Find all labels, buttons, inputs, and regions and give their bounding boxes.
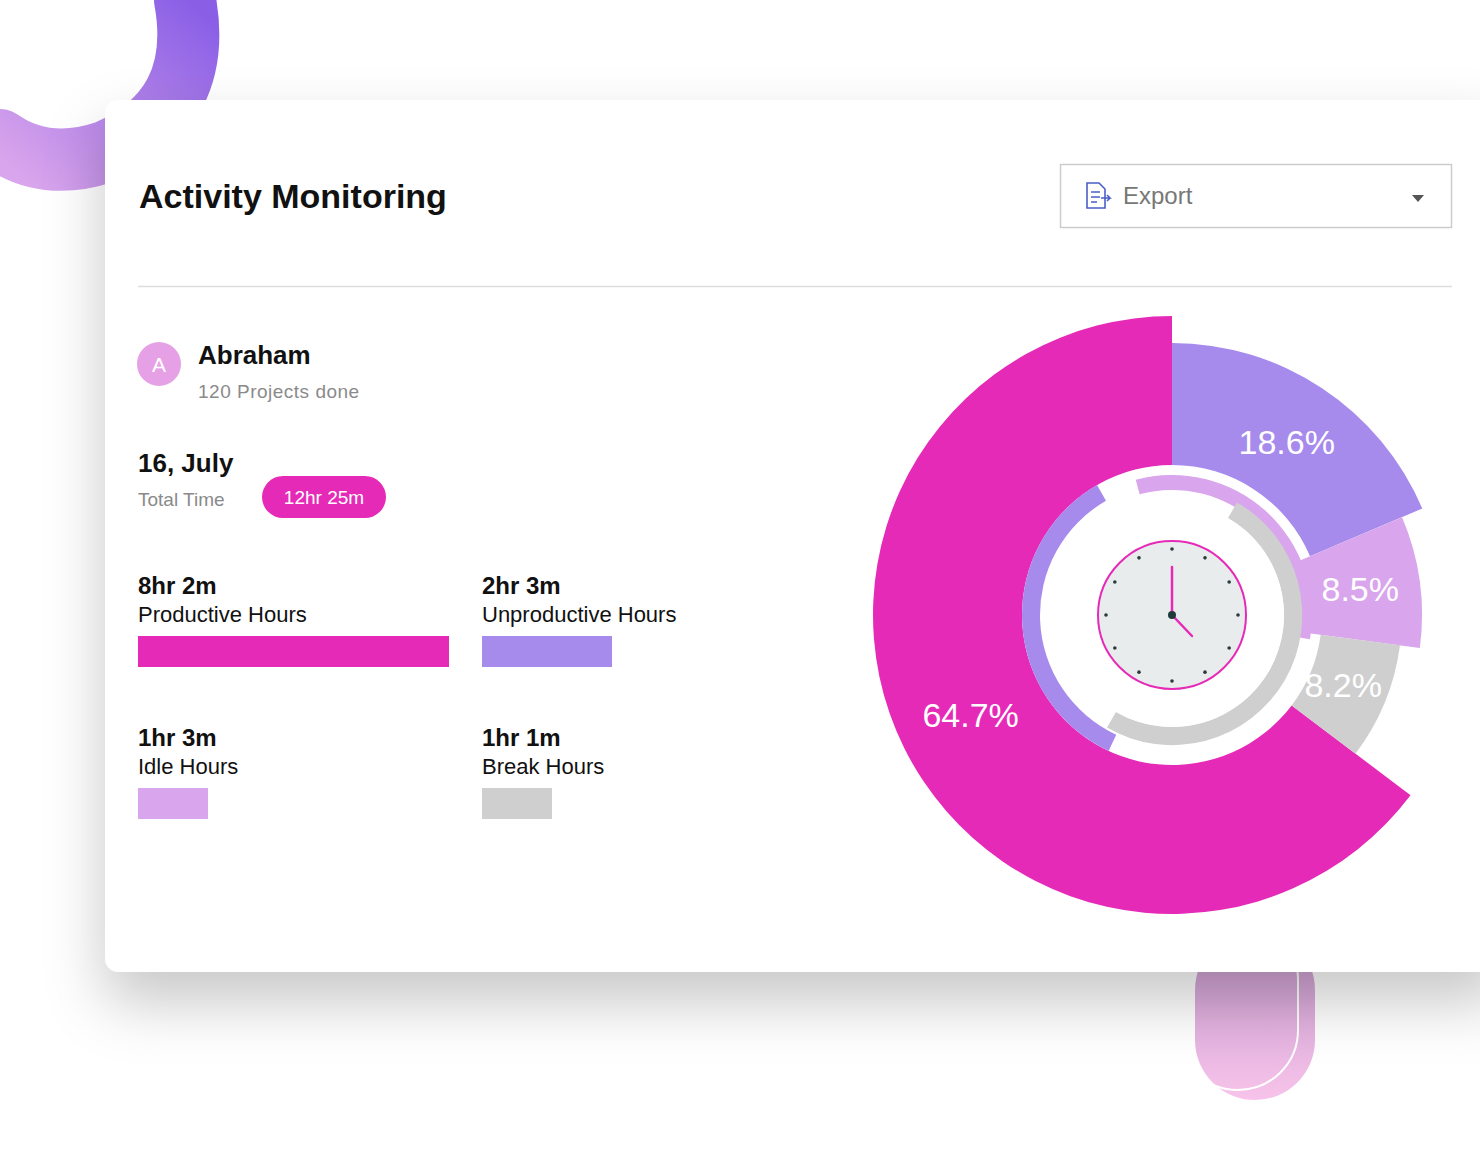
legend-label: Idle Hours — [138, 754, 238, 779]
user-name: Abraham — [198, 340, 311, 370]
clock-dot — [1170, 547, 1174, 551]
legend-label: Break Hours — [482, 754, 604, 779]
legend-duration: 1hr 3m — [138, 724, 217, 751]
data-label: 64.7% — [922, 696, 1018, 734]
legend-swatch — [482, 788, 552, 819]
clock-dot — [1137, 556, 1141, 560]
date: 16, July — [138, 448, 234, 478]
clock-dot — [1203, 670, 1207, 674]
clock-dot — [1236, 613, 1240, 617]
export-dropdown[interactable]: Export — [1061, 165, 1452, 228]
export-box[interactable] — [1061, 165, 1452, 228]
clock-dot — [1170, 679, 1174, 683]
pie-slice — [1292, 635, 1400, 754]
legend-label: Unproductive Hours — [482, 602, 676, 627]
avatar-initial: A — [152, 353, 166, 376]
divider — [138, 286, 1452, 288]
clock-dot — [1227, 646, 1231, 650]
data-label: 8.2% — [1304, 666, 1382, 704]
clock-hand — [1172, 615, 1192, 636]
inner-disc — [1060, 503, 1284, 727]
user-subtitle: 120 Projects done — [198, 381, 360, 402]
legend-duration: 8hr 2m — [138, 572, 217, 599]
clock-center — [1168, 611, 1176, 619]
data-label: 18.6% — [1239, 423, 1335, 461]
clock-dot — [1227, 580, 1231, 584]
legend-swatch — [138, 788, 208, 819]
clock-dot — [1137, 670, 1141, 674]
clock-dot — [1203, 556, 1207, 560]
clock-dot — [1104, 613, 1108, 617]
pie-chart: 64.7% 18.6% 8.5% 8.2% — [873, 316, 1422, 914]
clock-dot — [1113, 646, 1117, 650]
legend-label: Productive Hours — [138, 602, 307, 627]
legend-swatch — [138, 636, 449, 667]
legend-item: 2hr 3m Unproductive Hours — [482, 572, 676, 667]
legend-item: 1hr 1m Break Hours — [482, 724, 604, 819]
export-caret[interactable] — [1412, 195, 1424, 202]
clock-face — [1098, 541, 1246, 689]
legend-duration: 1hr 1m — [482, 724, 561, 751]
clock-hand — [1171, 567, 1174, 615]
clock-dot — [1113, 580, 1117, 584]
legend-duration: 2hr 3m — [482, 572, 561, 599]
legend-item: 1hr 3m Idle Hours — [138, 724, 238, 819]
export-icon[interactable] — [1087, 183, 1110, 208]
total-pill — [262, 476, 386, 518]
avatar — [137, 342, 181, 386]
clock-icon — [1098, 541, 1246, 689]
card — [105, 100, 1480, 972]
legend-item: 8hr 2m Productive Hours — [138, 572, 449, 667]
legend-swatch — [482, 636, 612, 667]
total-value: 12hr 25m — [284, 487, 364, 508]
card-title: Activity Monitoring — [139, 177, 447, 215]
total-label: Total Time — [138, 489, 225, 510]
page-canvas: Activity Monitoring Export A Abraham 120 Pro… — [0, 0, 1480, 1166]
export-label[interactable]: Export — [1123, 182, 1193, 209]
data-label: 8.5% — [1322, 570, 1400, 608]
